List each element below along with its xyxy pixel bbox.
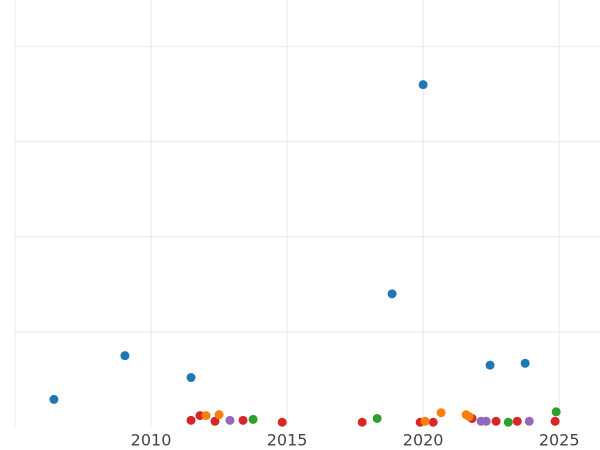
point <box>120 351 130 361</box>
x-tick-label: 2010 <box>131 431 172 450</box>
point <box>485 360 495 370</box>
point <box>357 417 367 427</box>
point <box>186 415 196 425</box>
point <box>201 411 211 421</box>
point <box>551 407 561 417</box>
point <box>436 408 446 418</box>
x-tick-label: 2015 <box>267 431 308 450</box>
point <box>491 416 501 426</box>
point <box>418 80 428 90</box>
point <box>210 416 220 426</box>
point <box>248 414 258 424</box>
point <box>550 416 560 426</box>
point <box>214 410 224 420</box>
point <box>520 358 530 368</box>
point <box>464 412 474 422</box>
point <box>387 289 397 299</box>
point <box>481 416 491 426</box>
point <box>428 417 438 427</box>
x-tick-label: 2025 <box>539 431 580 450</box>
point <box>524 416 534 426</box>
point <box>512 416 522 426</box>
point <box>420 416 430 426</box>
point <box>186 373 196 383</box>
point <box>503 417 513 427</box>
point <box>277 417 287 427</box>
point <box>225 415 235 425</box>
point <box>238 415 248 425</box>
point <box>372 413 382 423</box>
point <box>49 394 59 404</box>
x-tick-label: 2020 <box>403 431 444 450</box>
